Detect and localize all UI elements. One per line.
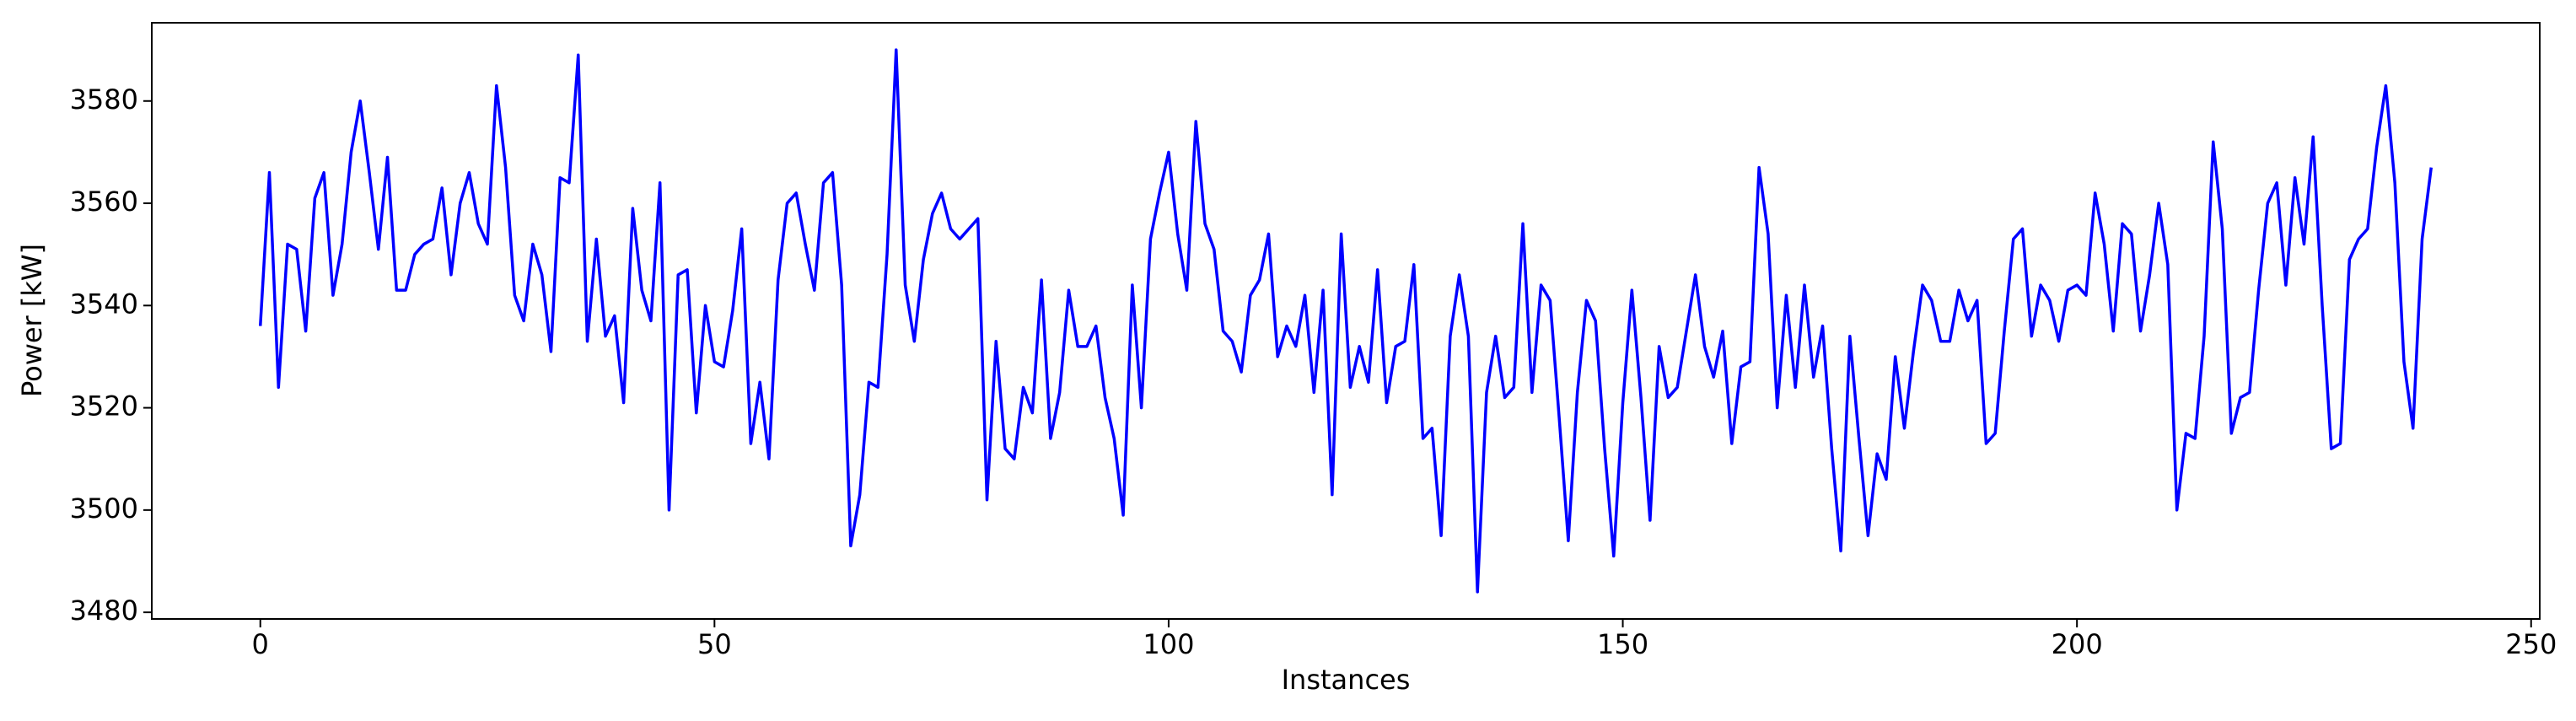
x-tick-label: 0 [252, 628, 269, 660]
plot-frame [151, 22, 2541, 620]
data-line [258, 48, 2433, 594]
y-tick-label: 3580 [70, 83, 138, 116]
x-tick-label: 250 [2505, 628, 2557, 660]
x-tick-label: 100 [1143, 628, 1194, 660]
y-tick-label: 3500 [70, 492, 138, 525]
y-axis-label: Power [kW] [16, 244, 48, 397]
y-tick-label: 3560 [70, 186, 138, 218]
y-tick-label: 3520 [70, 390, 138, 422]
y-tick-label: 3480 [70, 595, 138, 627]
x-tick-label: 150 [1597, 628, 1648, 660]
x-tick-label: 50 [697, 628, 732, 660]
y-tick-label: 3540 [70, 288, 138, 320]
x-axis-label: Instances [1282, 664, 1411, 696]
x-tick-label: 200 [2052, 628, 2103, 660]
